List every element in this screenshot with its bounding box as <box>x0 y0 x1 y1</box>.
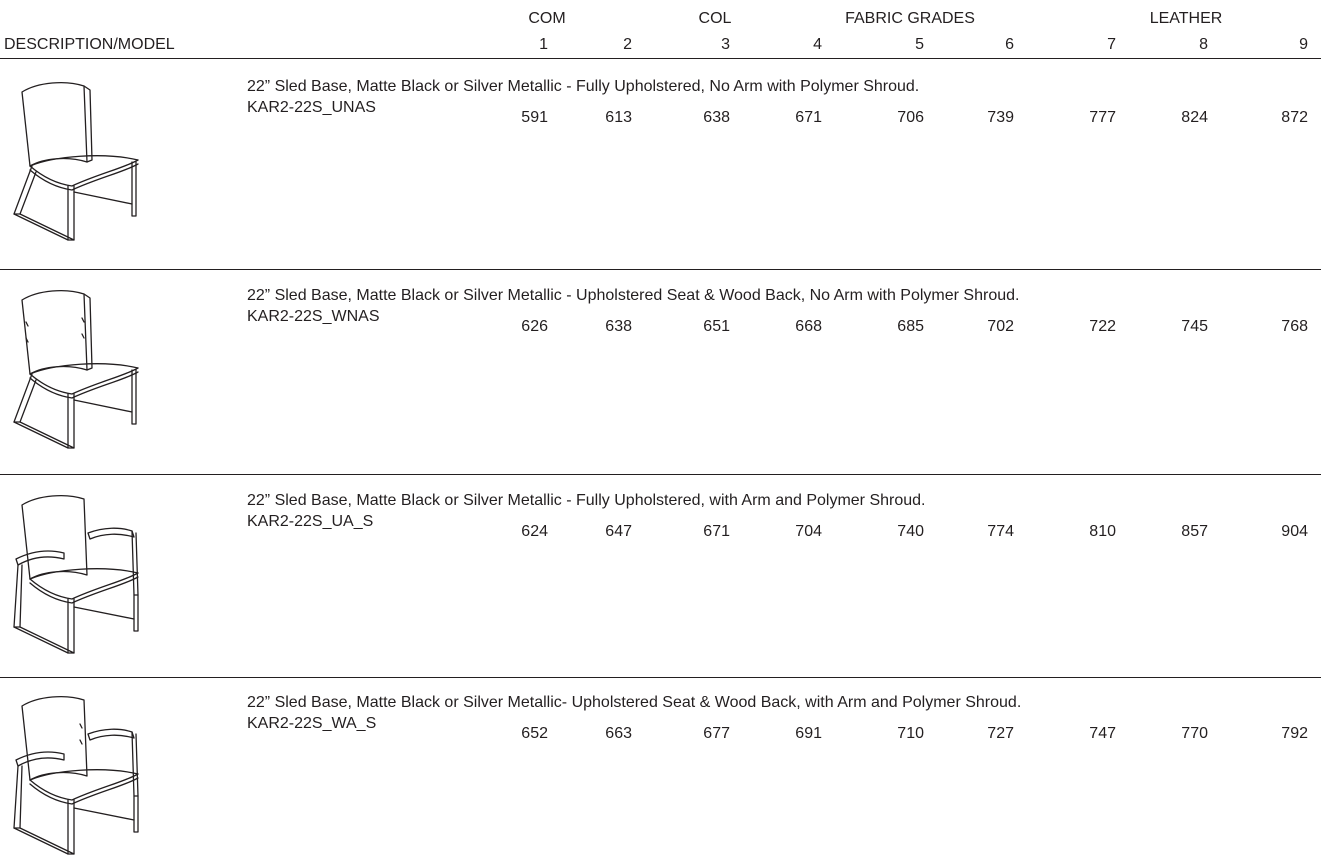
price-cell: 626 <box>521 318 548 335</box>
price-cell: 777 <box>1089 109 1116 126</box>
header-com: COM <box>528 10 566 27</box>
price-cell: 857 <box>1181 523 1208 540</box>
price-cell: 768 <box>1281 318 1308 335</box>
price-cell: 671 <box>703 523 730 540</box>
product-description: 22” Sled Base, Matte Black or Silver Met… <box>247 78 920 95</box>
price-cell: 722 <box>1089 318 1116 335</box>
product-model: KAR2-22S_WNAS <box>247 308 380 325</box>
price-cell: 651 <box>703 318 730 335</box>
header-fabric-grades: FABRIC GRADES <box>845 10 975 27</box>
price-cell: 638 <box>703 109 730 126</box>
price-cell: 774 <box>987 523 1014 540</box>
price-cell: 671 <box>795 109 822 126</box>
row-divider <box>0 269 1321 270</box>
grade-1: 1 <box>539 36 548 53</box>
grade-6: 6 <box>1005 36 1014 53</box>
chair-image-kar2-22s-wnas <box>8 282 143 454</box>
price-cell: 740 <box>897 523 924 540</box>
price-cell: 824 <box>1181 109 1208 126</box>
price-cell: 745 <box>1181 318 1208 335</box>
chair-image-kar2-22s-wa-s <box>8 688 143 860</box>
header-leather: LEATHER <box>1149 10 1223 27</box>
product-description: 22” Sled Base, Matte Black or Silver Met… <box>247 492 926 509</box>
price-cell: 691 <box>795 725 822 742</box>
product-model: KAR2-22S_UA_S <box>247 513 374 530</box>
product-description: 22” Sled Base, Matte Black or Silver Met… <box>247 287 1020 304</box>
price-cell: 652 <box>521 725 548 742</box>
price-cell: 747 <box>1089 725 1116 742</box>
price-cell: 810 <box>1089 523 1116 540</box>
price-cell: 638 <box>605 318 632 335</box>
price-cell: 685 <box>897 318 924 335</box>
product-model: KAR2-22S_WA_S <box>247 715 377 732</box>
grade-7: 7 <box>1107 36 1116 53</box>
row-divider <box>0 58 1321 59</box>
price-cell: 792 <box>1281 725 1308 742</box>
price-cell: 770 <box>1181 725 1208 742</box>
price-cell: 904 <box>1281 523 1308 540</box>
price-cell: 591 <box>521 109 548 126</box>
grade-9: 9 <box>1299 36 1308 53</box>
product-model: KAR2-22S_UNAS <box>247 99 376 116</box>
row-divider <box>0 677 1321 678</box>
grade-2: 2 <box>623 36 632 53</box>
row-divider <box>0 474 1321 475</box>
price-cell: 663 <box>605 725 632 742</box>
grade-5: 5 <box>915 36 924 53</box>
price-cell: 704 <box>795 523 822 540</box>
price-cell: 613 <box>605 109 632 126</box>
header-col: COL <box>698 10 732 27</box>
price-cell: 739 <box>987 109 1014 126</box>
price-cell: 710 <box>897 725 924 742</box>
product-description: 22” Sled Base, Matte Black or Silver Met… <box>247 694 1022 711</box>
chair-image-kar2-22s-unas <box>8 74 143 246</box>
price-cell: 706 <box>897 109 924 126</box>
price-cell: 647 <box>605 523 632 540</box>
grade-3: 3 <box>721 36 730 53</box>
grade-8: 8 <box>1199 36 1208 53</box>
price-cell: 668 <box>795 318 822 335</box>
price-cell: 872 <box>1281 109 1308 126</box>
grade-4: 4 <box>813 36 822 53</box>
price-cell: 624 <box>521 523 548 540</box>
price-cell: 727 <box>987 725 1014 742</box>
header-description-model: DESCRIPTION/MODEL <box>4 36 175 53</box>
price-cell: 677 <box>703 725 730 742</box>
price-cell: 702 <box>987 318 1014 335</box>
chair-image-kar2-22s-ua-s <box>8 487 143 659</box>
